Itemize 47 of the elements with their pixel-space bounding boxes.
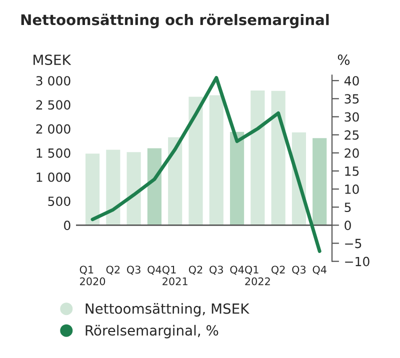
bar [166, 136, 184, 226]
bar [270, 90, 287, 226]
y2-tick-label: 40 [344, 76, 359, 86]
y-tick-label: 3 000 [36, 76, 70, 86]
y2-tick-label: 25 [344, 130, 359, 140]
bar [187, 95, 204, 226]
y2-tick-label: 35 [344, 94, 359, 104]
y-tick-label: 0 [64, 220, 70, 230]
bar [249, 89, 266, 226]
x-tick-label: Q3 [126, 266, 140, 275]
x-tick-label: Q3 [210, 266, 223, 275]
y-tick-label: 500 [48, 196, 70, 206]
y-tick-label: 2 500 [36, 100, 70, 110]
y2-tick-label: −10 [345, 256, 370, 266]
bar [104, 148, 122, 226]
y2-tick-label: 5 [344, 202, 351, 212]
bar [146, 146, 163, 226]
x-tick-label: Q2 [271, 266, 285, 275]
y2-tick-label: 10 [345, 184, 359, 194]
x-tick-label: Q4 [312, 266, 326, 275]
bar [311, 136, 328, 226]
y-tick-label: 1 500 [36, 148, 70, 158]
x-tick-label: Q1 2020 [80, 266, 106, 286]
x-tick-label: Q2 [188, 266, 202, 275]
x-tick-label: Q1 2021 [162, 266, 188, 286]
x-tick-label: Q4 [230, 266, 244, 275]
chart-title: Nettoomsättning och rörelsemarginal [21, 14, 329, 28]
legend-label: Rörelsemarginal, % [86, 324, 218, 338]
y2-tick-label: 15 [345, 166, 359, 176]
y2-tick-label: 20 [344, 148, 359, 158]
y2-tick-label: 30 [344, 112, 359, 122]
x-tick-label: Q4 [148, 266, 162, 275]
y2-axis-title: % [338, 54, 350, 66]
x-tick-label: Q1 2022 [245, 266, 270, 286]
y-axis-title: MSEK [34, 54, 72, 66]
bar [208, 94, 225, 226]
line-series [90, 76, 322, 253]
x-tick-label: Q3 [292, 266, 306, 275]
legend-label: Nettoomsättning, MSEK [86, 303, 250, 317]
y-tick-label: 1 000 [36, 172, 70, 182]
bar [84, 152, 101, 226]
y-tick-label: 2 000 [36, 124, 70, 134]
y2-tick-label: −5 [345, 238, 362, 248]
y2-tick-label: 0 [344, 220, 351, 230]
bar [228, 130, 246, 226]
x-tick-label: Q2 [106, 266, 120, 275]
bar [125, 150, 142, 226]
